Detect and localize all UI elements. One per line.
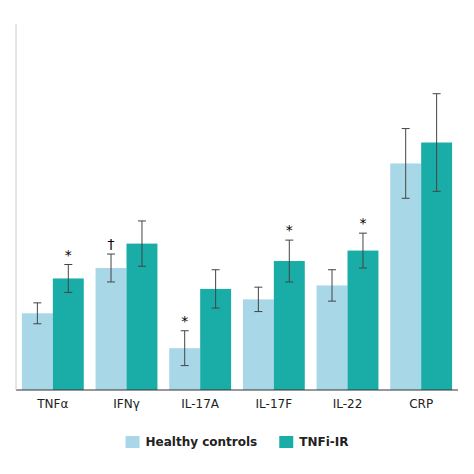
legend-item: Healthy controls: [126, 435, 258, 449]
annotation: *: [286, 222, 293, 238]
error-bar-line: [33, 302, 41, 303]
error-bar-line: [405, 129, 406, 199]
error-bar: [254, 287, 262, 311]
legend-label: TNFi-IR: [299, 435, 348, 449]
bar: [53, 278, 84, 390]
error-bar-line: [433, 93, 441, 94]
error-bar-line: [111, 254, 112, 282]
error-bar-line: [402, 128, 410, 129]
bar: [243, 299, 274, 390]
error-bar-line: [33, 323, 41, 324]
error-bar-line: [64, 264, 72, 265]
x-axis-line: [16, 389, 458, 390]
error-bar-line: [254, 311, 262, 312]
error-bar: [328, 270, 336, 301]
y-axis-line: [16, 24, 17, 390]
bar: [348, 251, 379, 390]
error-bar-line: [181, 365, 189, 366]
plot-area: [22, 94, 452, 390]
annotation: *: [181, 313, 188, 329]
error-bar: [33, 303, 41, 324]
error-bar-line: [181, 330, 189, 331]
error-bar-line: [107, 281, 115, 282]
error-bar-line: [138, 220, 146, 221]
error-bar-line: [285, 281, 293, 282]
error-bar-line: [362, 233, 363, 268]
error-bar-line: [359, 233, 367, 234]
error-bar: [433, 94, 441, 192]
x-tick-label: IL-22: [333, 397, 363, 411]
error-bar-line: [433, 191, 441, 192]
error-bar-line: [285, 240, 293, 241]
x-tick-label: IL-17F: [256, 397, 293, 411]
error-bar-line: [254, 287, 262, 288]
x-tick-label: CRP: [409, 397, 433, 411]
error-bar: [181, 331, 189, 366]
error-bar-line: [138, 266, 146, 267]
error-bar-line: [289, 240, 290, 282]
legend-label: Healthy controls: [146, 435, 258, 449]
annotation: †: [108, 236, 115, 252]
error-bar-line: [107, 254, 115, 255]
error-bar-line: [37, 303, 38, 324]
error-bar: [138, 221, 146, 266]
x-tick-label: IFNγ: [113, 397, 140, 411]
error-bar-line: [141, 221, 142, 266]
x-tick-label: TNFα: [36, 397, 68, 411]
chart: TNFα IFNγ IL-17A IL-17F IL-22 CRP * † * * * Healthy…: [0, 0, 474, 474]
x-tick-label: IL-17A: [181, 397, 220, 411]
error-bar-line: [332, 270, 333, 301]
bar: [317, 285, 348, 390]
error-bar-line: [184, 331, 185, 366]
error-bar-line: [359, 268, 367, 269]
error-bar-line: [212, 269, 220, 270]
error-bar-line: [64, 292, 72, 293]
annotation: *: [65, 247, 72, 263]
legend-item: TNFi-IR: [279, 435, 348, 449]
annotation: *: [359, 215, 366, 231]
bar: [96, 268, 127, 390]
error-bar: [64, 265, 72, 293]
error-bar: [359, 233, 367, 268]
legend-swatch: [126, 436, 140, 448]
error-bar-line: [215, 270, 216, 308]
error-bar: [107, 254, 115, 282]
error-bar: [285, 240, 293, 282]
error-bar-line: [436, 94, 437, 192]
legend: Healthy controls TNFi-IR: [126, 435, 349, 449]
error-bar-line: [258, 287, 259, 311]
error-bar-line: [328, 301, 336, 302]
error-bar-line: [328, 269, 336, 270]
legend-swatch: [279, 436, 293, 448]
error-bar-line: [212, 308, 220, 309]
error-bar: [212, 270, 220, 308]
bar: [22, 313, 53, 390]
error-bar-line: [402, 198, 410, 199]
error-bar: [402, 129, 410, 199]
error-bar-line: [68, 265, 69, 293]
